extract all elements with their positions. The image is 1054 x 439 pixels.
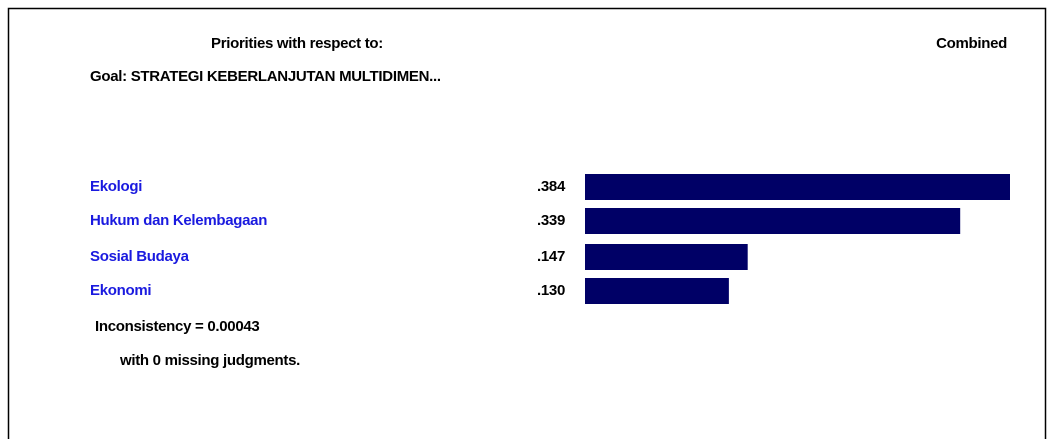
category-label: Ekonomi	[90, 282, 151, 299]
value-label: .130	[537, 282, 565, 299]
bar	[585, 208, 961, 234]
category-label: Sosial Budaya	[90, 248, 190, 265]
bar	[585, 174, 1010, 200]
bar	[585, 244, 748, 270]
annotation: Inconsistency = 0.00043	[95, 318, 259, 335]
value-label: .339	[537, 212, 565, 229]
category-label: Ekologi	[90, 178, 142, 195]
chart-subtitle: Goal: STRATEGI KEBERLANJUTAN MULTIDIMEN.…	[90, 68, 441, 85]
frame	[7, 7, 1047, 439]
bar	[585, 278, 729, 304]
chart-title: Priorities with respect to:	[211, 35, 383, 52]
value-label: .147	[537, 248, 565, 265]
column-label: Combined	[936, 35, 1007, 52]
value-label: .384	[537, 178, 566, 195]
annotation: with 0 missing judgments.	[119, 352, 300, 369]
category-label: Hukum dan Kelembagaan	[90, 212, 267, 229]
